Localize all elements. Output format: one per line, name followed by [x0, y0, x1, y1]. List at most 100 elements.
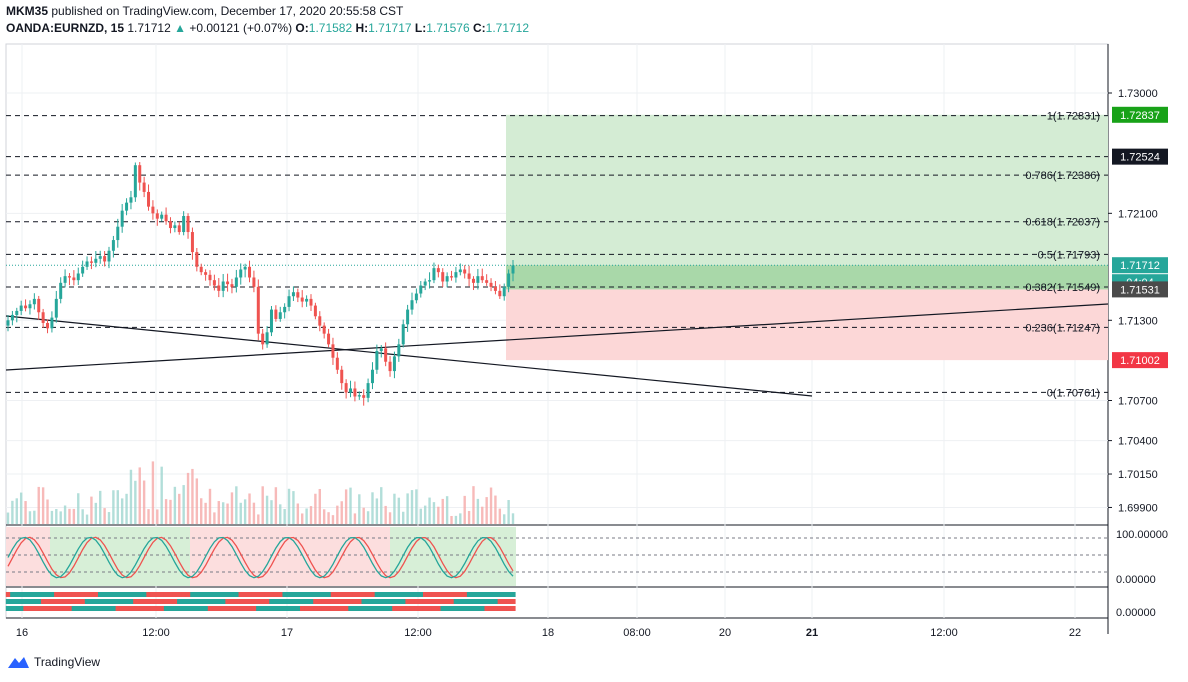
low-value: 1.71576	[426, 21, 470, 35]
trend-bar-cell	[401, 599, 406, 604]
trend-bar-cell	[36, 599, 42, 604]
trend-bar-cell	[374, 606, 380, 611]
candle	[142, 176, 146, 198]
trend-bar-cell	[387, 592, 393, 597]
trend-bar-cell	[414, 599, 419, 604]
stoch-top-label: 100.00000	[1116, 529, 1168, 541]
volume-bar	[208, 488, 212, 524]
volume-bar	[331, 515, 335, 524]
trend-bar-cell	[203, 592, 209, 597]
trend-bar-cell	[510, 599, 516, 604]
candle-body	[428, 280, 432, 282]
candle	[493, 280, 497, 295]
trend-bar-cell	[387, 599, 393, 604]
brand-name[interactable]: TradingView	[34, 655, 101, 669]
trend-bar-cell	[493, 599, 499, 604]
volume-bar	[213, 512, 216, 524]
trend-bar-cell	[181, 606, 187, 611]
candle-body	[94, 258, 98, 263]
candle	[296, 288, 300, 303]
trend-bar-cell	[383, 599, 389, 604]
volume-bar	[19, 492, 23, 524]
trend-bar-cell	[251, 606, 257, 611]
candle-body	[107, 250, 111, 262]
trend-bar-cell	[361, 599, 367, 604]
fib-level-label: 0.5(1.71793)	[1038, 249, 1100, 261]
candle	[340, 365, 344, 390]
up-arrow-icon: ▲	[174, 21, 186, 35]
trend-bar-cell	[278, 606, 283, 611]
volume-bar	[261, 486, 264, 524]
trend-bar-cell	[199, 592, 204, 597]
trend-bar-cell	[357, 599, 362, 604]
publisher-name[interactable]: MKM35	[6, 4, 49, 18]
trend-bar-cell	[286, 606, 292, 611]
trend-bar-cell	[168, 599, 174, 604]
trend-bar-cell	[89, 606, 95, 611]
trend-bar-cell	[54, 606, 59, 611]
trend-bar-cell	[295, 606, 301, 611]
volume-bar	[24, 501, 27, 524]
volume-bar	[498, 508, 502, 524]
candle-body	[142, 182, 146, 192]
candle	[265, 326, 269, 348]
trend-bar-cell	[225, 606, 231, 611]
candle-body	[388, 361, 392, 372]
candle-body	[89, 261, 93, 263]
trend-bar-cell	[273, 599, 279, 604]
trend-bar-cell	[379, 592, 384, 597]
trend-bar-cell	[300, 606, 305, 611]
trend-bar-cell	[414, 592, 419, 597]
trend-bar-cell	[18, 592, 24, 597]
x-tick-label: 21	[806, 627, 818, 639]
candle-body	[353, 388, 357, 397]
trend-bar-cell	[422, 599, 428, 604]
candle-body	[423, 281, 427, 286]
candle	[190, 227, 194, 260]
trend-bar-cell	[471, 599, 477, 604]
candle-body	[177, 225, 181, 233]
candle-body	[450, 276, 454, 278]
trend-bar-cell	[256, 599, 261, 604]
trend-bar-cell	[115, 599, 121, 604]
trend-bar-cell	[23, 606, 29, 611]
trend-bar-cell	[286, 592, 292, 597]
price-change: +0.00121 (+0.07%)	[189, 21, 293, 35]
candle	[428, 272, 432, 289]
symbol-label[interactable]: OANDA:EURNZD, 15	[6, 21, 125, 35]
tradingview-logo-icon	[8, 657, 29, 668]
trend-bar-cell	[260, 606, 266, 611]
candle	[344, 379, 348, 399]
trend-bar-cell	[163, 599, 169, 604]
candle	[397, 338, 401, 362]
trend-bar-cell	[242, 606, 248, 611]
trend-bar-cell	[321, 606, 327, 611]
trend-bar-cell	[80, 606, 86, 611]
bar-indicator-label: 0.00000	[1116, 607, 1156, 619]
trend-bar-cell	[141, 599, 147, 604]
candle	[226, 273, 230, 292]
candle	[103, 251, 107, 267]
trend-bar-cell	[93, 592, 99, 597]
volume-bar	[305, 508, 308, 524]
trend-bar-cell	[5, 599, 11, 604]
trend-bar-cell	[89, 599, 95, 604]
candle	[243, 263, 247, 278]
candle	[182, 211, 186, 236]
trend-bar-cell	[40, 606, 46, 611]
volume-bar	[72, 508, 76, 524]
trend-bar-cell	[286, 599, 292, 604]
volume-bar	[366, 511, 370, 524]
trend-bar-cell	[348, 592, 354, 597]
descending-trendline	[5, 315, 813, 397]
candle	[313, 302, 317, 320]
trend-bar-cell	[488, 606, 494, 611]
candle-body	[19, 305, 23, 311]
candle	[6, 314, 10, 332]
candle-body	[199, 266, 203, 273]
trend-bar-cell	[396, 592, 402, 597]
trend-bar-cell	[251, 599, 257, 604]
trend-bar-cell	[155, 606, 160, 611]
volume-bar	[287, 488, 291, 524]
